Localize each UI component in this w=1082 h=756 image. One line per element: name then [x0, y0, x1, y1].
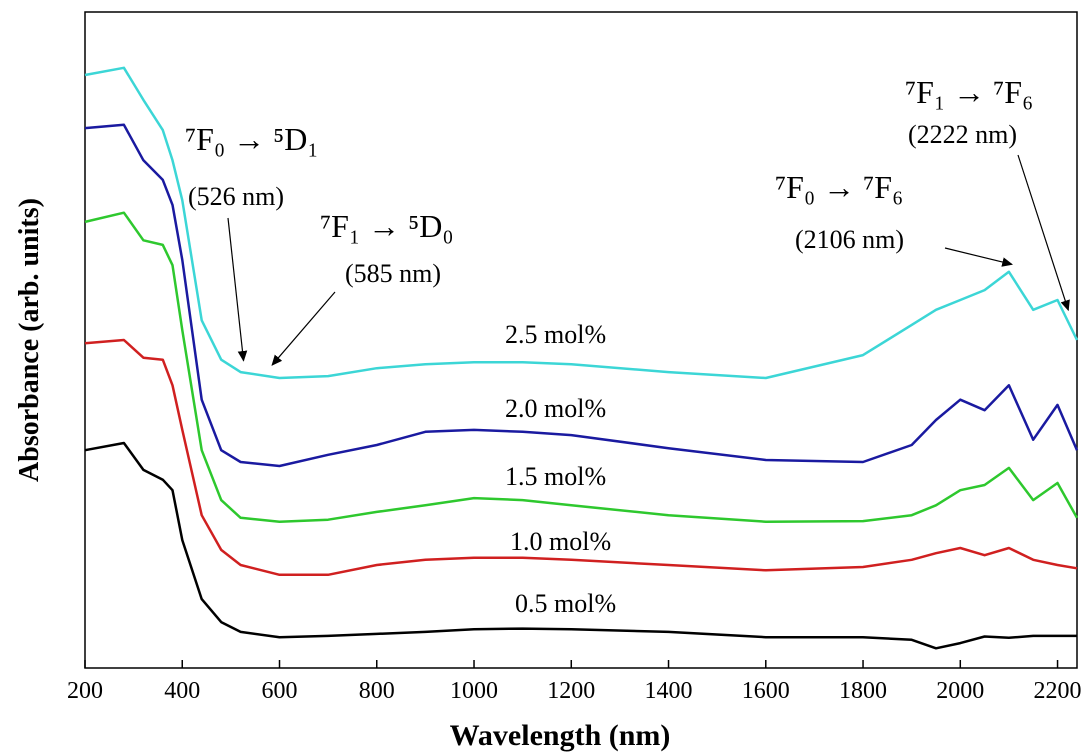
series-label: 1.0 mol% — [510, 527, 611, 556]
x-tick-label: 2200 — [1034, 678, 1082, 704]
annotation-wavelength: (585 nm) — [345, 259, 441, 288]
annotation-wavelength: (2106 nm) — [795, 225, 904, 254]
x-tick-label: 400 — [164, 678, 200, 704]
y-axis-label: Absorbance (arb. units) — [14, 198, 45, 482]
x-tick-label: 1600 — [742, 678, 790, 704]
annotation-transition: ⁷F₀ → ⁷F₆ — [775, 169, 903, 205]
x-tick-label: 600 — [262, 678, 298, 704]
series-label: 1.5 mol% — [505, 462, 606, 491]
x-tick-label: 2000 — [936, 678, 984, 704]
annotation-transition: ⁷F₁ → ⁵D₀ — [320, 208, 454, 244]
annotation-wavelength: (2222 nm) — [908, 120, 1017, 149]
series-label: 2.0 mol% — [505, 394, 606, 423]
x-tick-label: 1200 — [547, 678, 595, 704]
annotation-arrow — [228, 218, 244, 361]
chart: Wavelength (nm) Absorbance (arb. units) … — [0, 0, 1082, 756]
x-tick-label: 800 — [359, 678, 395, 704]
x-axis-label: Wavelength (nm) — [450, 719, 671, 752]
x-tick-label: 1800 — [839, 678, 887, 704]
series-label: 0.5 mol% — [515, 589, 616, 618]
annotation-arrow — [945, 248, 1012, 264]
x-tick-label: 1400 — [645, 678, 693, 704]
annotation-wavelength: (526 nm) — [188, 182, 284, 211]
annotation-transition: ⁷F₀ → ⁵D₁ — [185, 121, 319, 157]
annotation-transition: ⁷F₁ → ⁷F₆ — [905, 74, 1033, 110]
series-label: 2.5 mol% — [505, 320, 606, 349]
annotation-arrow — [1018, 155, 1068, 310]
x-tick-label: 200 — [67, 678, 103, 704]
x-tick-label: 1000 — [450, 678, 498, 704]
annotation-arrow — [272, 292, 335, 365]
